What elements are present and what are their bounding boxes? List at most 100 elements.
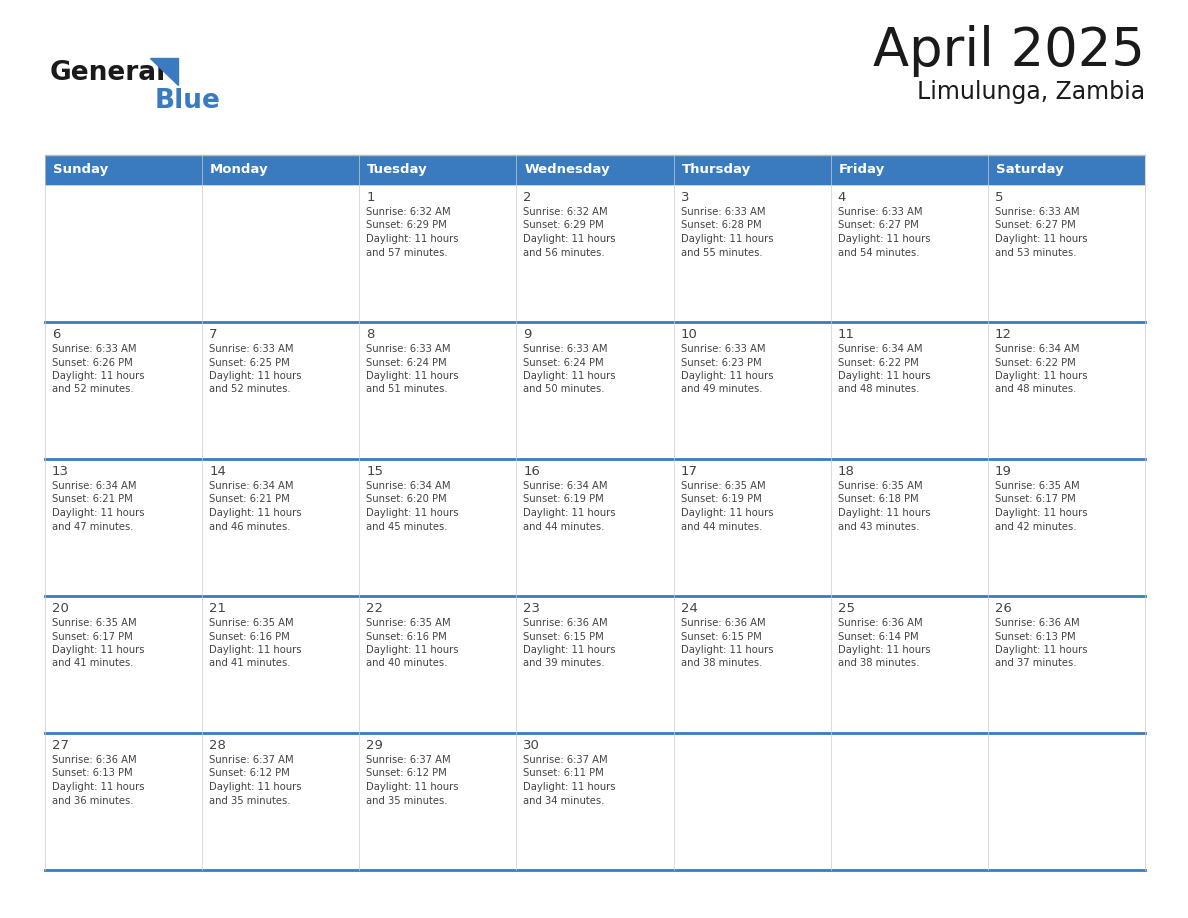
Bar bbox=[45, 185, 202, 322]
Text: Sunrise: 6:37 AM: Sunrise: 6:37 AM bbox=[366, 755, 451, 765]
Polygon shape bbox=[150, 58, 178, 85]
Text: Saturday: Saturday bbox=[996, 163, 1063, 176]
Text: and 56 minutes.: and 56 minutes. bbox=[524, 248, 605, 258]
Text: and 43 minutes.: and 43 minutes. bbox=[838, 521, 920, 532]
Text: Daylight: 11 hours: Daylight: 11 hours bbox=[681, 645, 773, 655]
Bar bbox=[45, 322, 202, 459]
Bar bbox=[830, 322, 988, 459]
Bar bbox=[674, 155, 830, 185]
Text: and 48 minutes.: and 48 minutes. bbox=[994, 385, 1076, 395]
Text: Daylight: 11 hours: Daylight: 11 hours bbox=[994, 234, 1087, 244]
Text: Daylight: 11 hours: Daylight: 11 hours bbox=[52, 371, 145, 381]
Text: 30: 30 bbox=[524, 739, 541, 752]
Bar bbox=[517, 733, 674, 870]
Text: and 35 minutes.: and 35 minutes. bbox=[209, 796, 291, 805]
Text: Sunset: 6:19 PM: Sunset: 6:19 PM bbox=[681, 495, 762, 505]
Text: and 57 minutes.: and 57 minutes. bbox=[366, 248, 448, 258]
Text: and 39 minutes.: and 39 minutes. bbox=[524, 658, 605, 668]
Text: 4: 4 bbox=[838, 191, 846, 204]
Bar bbox=[202, 459, 359, 596]
Text: Daylight: 11 hours: Daylight: 11 hours bbox=[366, 371, 459, 381]
Text: Sunrise: 6:34 AM: Sunrise: 6:34 AM bbox=[994, 344, 1080, 354]
Bar bbox=[830, 185, 988, 322]
Text: and 50 minutes.: and 50 minutes. bbox=[524, 385, 605, 395]
Bar bbox=[988, 322, 1145, 459]
Text: Sunset: 6:25 PM: Sunset: 6:25 PM bbox=[209, 357, 290, 367]
Text: and 40 minutes.: and 40 minutes. bbox=[366, 658, 448, 668]
Text: and 52 minutes.: and 52 minutes. bbox=[209, 385, 291, 395]
Text: Daylight: 11 hours: Daylight: 11 hours bbox=[838, 371, 930, 381]
Text: Sunset: 6:16 PM: Sunset: 6:16 PM bbox=[366, 632, 447, 642]
Text: Sunset: 6:24 PM: Sunset: 6:24 PM bbox=[366, 357, 447, 367]
Text: Sunset: 6:14 PM: Sunset: 6:14 PM bbox=[838, 632, 918, 642]
Text: 8: 8 bbox=[366, 328, 374, 341]
Text: Sunset: 6:17 PM: Sunset: 6:17 PM bbox=[52, 632, 133, 642]
Text: 15: 15 bbox=[366, 465, 384, 478]
Text: Sunset: 6:20 PM: Sunset: 6:20 PM bbox=[366, 495, 447, 505]
Text: 27: 27 bbox=[52, 739, 69, 752]
Text: Daylight: 11 hours: Daylight: 11 hours bbox=[209, 371, 302, 381]
Bar bbox=[517, 185, 674, 322]
Bar bbox=[674, 185, 830, 322]
Text: Sunrise: 6:35 AM: Sunrise: 6:35 AM bbox=[366, 618, 451, 628]
Text: Daylight: 11 hours: Daylight: 11 hours bbox=[994, 371, 1087, 381]
Text: Sunset: 6:29 PM: Sunset: 6:29 PM bbox=[524, 220, 605, 230]
Text: and 41 minutes.: and 41 minutes. bbox=[52, 658, 133, 668]
Text: Daylight: 11 hours: Daylight: 11 hours bbox=[524, 782, 615, 792]
Bar bbox=[359, 155, 517, 185]
Text: 26: 26 bbox=[994, 602, 1012, 615]
Text: Limulunga, Zambia: Limulunga, Zambia bbox=[917, 80, 1145, 104]
Bar bbox=[202, 322, 359, 459]
Text: Sunrise: 6:37 AM: Sunrise: 6:37 AM bbox=[524, 755, 608, 765]
Text: Sunrise: 6:37 AM: Sunrise: 6:37 AM bbox=[209, 755, 293, 765]
Text: 20: 20 bbox=[52, 602, 69, 615]
Text: Daylight: 11 hours: Daylight: 11 hours bbox=[366, 234, 459, 244]
Text: Sunrise: 6:33 AM: Sunrise: 6:33 AM bbox=[366, 344, 450, 354]
Text: Sunset: 6:22 PM: Sunset: 6:22 PM bbox=[994, 357, 1075, 367]
Text: Sunrise: 6:34 AM: Sunrise: 6:34 AM bbox=[524, 481, 608, 491]
Text: 11: 11 bbox=[838, 328, 854, 341]
Text: Sunset: 6:12 PM: Sunset: 6:12 PM bbox=[209, 768, 290, 778]
Text: 19: 19 bbox=[994, 465, 1012, 478]
Text: 29: 29 bbox=[366, 739, 384, 752]
Bar bbox=[988, 733, 1145, 870]
Bar bbox=[830, 459, 988, 596]
Text: Sunrise: 6:34 AM: Sunrise: 6:34 AM bbox=[209, 481, 293, 491]
Bar bbox=[517, 596, 674, 733]
Bar bbox=[830, 155, 988, 185]
Bar bbox=[202, 596, 359, 733]
Text: 16: 16 bbox=[524, 465, 541, 478]
Text: Sunset: 6:28 PM: Sunset: 6:28 PM bbox=[681, 220, 762, 230]
Text: and 45 minutes.: and 45 minutes. bbox=[366, 521, 448, 532]
Text: and 38 minutes.: and 38 minutes. bbox=[681, 658, 762, 668]
Text: Sunset: 6:13 PM: Sunset: 6:13 PM bbox=[994, 632, 1075, 642]
Text: and 38 minutes.: and 38 minutes. bbox=[838, 658, 920, 668]
Text: and 44 minutes.: and 44 minutes. bbox=[681, 521, 762, 532]
Text: Daylight: 11 hours: Daylight: 11 hours bbox=[681, 508, 773, 518]
Text: 23: 23 bbox=[524, 602, 541, 615]
Bar bbox=[202, 155, 359, 185]
Text: Daylight: 11 hours: Daylight: 11 hours bbox=[209, 782, 302, 792]
Bar bbox=[359, 185, 517, 322]
Text: Blue: Blue bbox=[154, 88, 221, 114]
Text: Sunset: 6:23 PM: Sunset: 6:23 PM bbox=[681, 357, 762, 367]
Bar bbox=[202, 185, 359, 322]
Text: Sunrise: 6:36 AM: Sunrise: 6:36 AM bbox=[838, 618, 922, 628]
Text: 18: 18 bbox=[838, 465, 854, 478]
Text: and 46 minutes.: and 46 minutes. bbox=[209, 521, 291, 532]
Text: Sunset: 6:22 PM: Sunset: 6:22 PM bbox=[838, 357, 918, 367]
Text: Sunset: 6:26 PM: Sunset: 6:26 PM bbox=[52, 357, 133, 367]
Text: Sunset: 6:29 PM: Sunset: 6:29 PM bbox=[366, 220, 447, 230]
Text: 24: 24 bbox=[681, 602, 697, 615]
Text: and 55 minutes.: and 55 minutes. bbox=[681, 248, 763, 258]
Text: Daylight: 11 hours: Daylight: 11 hours bbox=[838, 645, 930, 655]
Text: Sunrise: 6:36 AM: Sunrise: 6:36 AM bbox=[994, 618, 1080, 628]
Text: 7: 7 bbox=[209, 328, 217, 341]
Bar bbox=[674, 596, 830, 733]
Text: Sunset: 6:19 PM: Sunset: 6:19 PM bbox=[524, 495, 605, 505]
Text: Daylight: 11 hours: Daylight: 11 hours bbox=[366, 782, 459, 792]
Text: Daylight: 11 hours: Daylight: 11 hours bbox=[524, 234, 615, 244]
Text: Sunrise: 6:36 AM: Sunrise: 6:36 AM bbox=[52, 755, 137, 765]
Text: Sunrise: 6:34 AM: Sunrise: 6:34 AM bbox=[366, 481, 450, 491]
Text: 22: 22 bbox=[366, 602, 384, 615]
